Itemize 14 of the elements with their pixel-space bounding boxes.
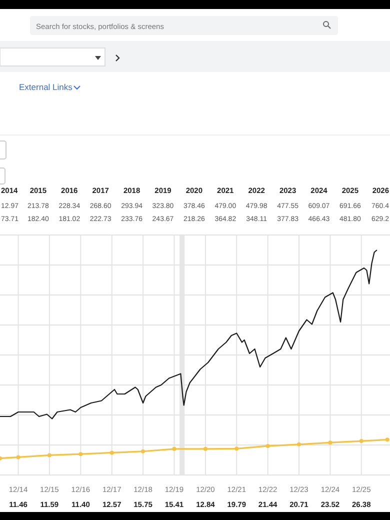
point — [359, 439, 364, 444]
point — [296, 442, 301, 446]
point — [47, 453, 52, 458]
point — [385, 438, 390, 442]
text: External Links — [19, 82, 72, 92]
point — [266, 444, 270, 448]
point — [78, 452, 83, 456]
point — [234, 446, 239, 451]
point — [328, 440, 332, 445]
point — [110, 450, 114, 455]
point — [16, 455, 20, 460]
point — [203, 446, 208, 451]
point — [172, 446, 176, 451]
point — [141, 449, 146, 454]
